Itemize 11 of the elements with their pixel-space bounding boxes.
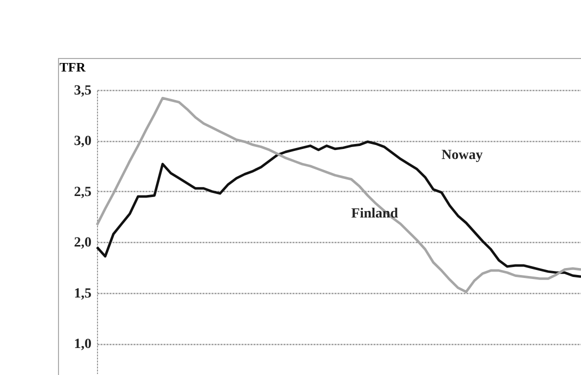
- series-label: Noway: [442, 148, 483, 163]
- y-tick-label: 1,0: [74, 337, 92, 352]
- line-series: [96, 96, 581, 294]
- line-series: [96, 140, 581, 278]
- y-tick-label: 1,5: [74, 286, 92, 302]
- y-tick-label: 2,0: [74, 236, 92, 251]
- series-label: Finland: [351, 206, 398, 222]
- y-tick-label: 3,0: [74, 134, 92, 150]
- y-tick-label: 2,5: [74, 184, 92, 200]
- y-tick-label: 3,5: [74, 84, 92, 98]
- y-axis-title: TFR: [60, 60, 86, 74]
